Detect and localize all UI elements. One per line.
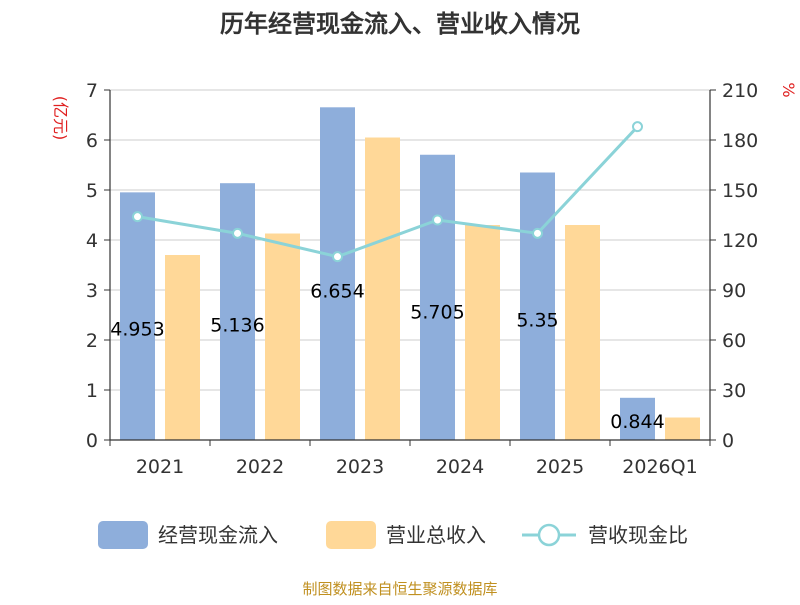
x-axis-tick-label: 2025 — [536, 456, 584, 478]
left-axis-tick-label: 5 — [86, 180, 98, 202]
ratio-point — [232, 227, 243, 239]
legend-swatch-marker — [537, 523, 561, 547]
legend: 经营现金流入 营业总收入 营收现金比 — [98, 521, 688, 549]
chart-title: 历年经营现金流入、营业收入情况 — [220, 10, 580, 38]
bar-data-label: 6.654 — [310, 280, 364, 302]
left-axis-tick-label: 7 — [86, 80, 98, 102]
left-axis-tick-label: 1 — [86, 380, 98, 402]
right-axis-tick-label: 30 — [722, 380, 746, 402]
bar-cash-inflow — [120, 192, 155, 440]
bar-cash-inflow — [420, 154, 455, 440]
x-axis-tick-label: 2026Q1 — [622, 456, 697, 478]
bar-cash-inflow — [220, 183, 255, 440]
line-series — [132, 121, 643, 263]
x-axis-tick-label: 2024 — [436, 456, 484, 478]
legend-label: 营业总收入 — [386, 523, 486, 547]
left-axis-tick-label: 4 — [86, 230, 98, 252]
bar-data-label: 5.35 — [516, 310, 558, 332]
gridlines — [110, 89, 710, 441]
bar-cash-inflow — [520, 172, 555, 440]
right-axis-tick-label: 180 — [722, 130, 758, 152]
left-axis-tick-label: 3 — [86, 280, 98, 302]
left-axis-unit: (亿元) — [51, 96, 70, 141]
legend-swatch-bar — [326, 521, 376, 549]
legend-label: 经营现金流入 — [158, 523, 278, 547]
bar-data-label: 0.844 — [610, 411, 664, 433]
data-labels: 4.953 5.136 6.654 5.705 5.35 0.844 — [110, 280, 664, 433]
ratio-point — [632, 121, 643, 133]
bar-data-label: 4.953 — [110, 319, 164, 341]
bar-revenue — [565, 225, 600, 440]
bar-revenue — [165, 255, 200, 440]
ratio-line — [137, 125, 639, 259]
legend-label: 营收现金比 — [588, 523, 688, 547]
bar-data-label: 5.705 — [410, 302, 464, 324]
x-axis-tick-label: 2022 — [236, 456, 284, 478]
ratio-point — [132, 211, 143, 223]
right-axis-tick-label: 150 — [722, 180, 758, 202]
right-axis-tick-label: 210 — [722, 80, 758, 102]
bar-data-label: 5.136 — [210, 314, 264, 336]
left-axis-tick-label: 0 — [86, 430, 98, 452]
bar-revenue — [665, 417, 700, 440]
bars — [120, 107, 700, 441]
left-axis-tick-label: 2 — [86, 330, 98, 352]
right-axis-tick-label: 0 — [722, 430, 734, 452]
ratio-point — [532, 227, 543, 239]
legend-swatch-bar — [98, 521, 148, 549]
axes: 0 1 2 3 4 5 6 7 0 30 60 90 120 150 180 210 2021 2022 2023 2… — [86, 80, 758, 478]
bar-cash-inflow — [320, 107, 355, 441]
ratio-point — [432, 214, 443, 226]
bar-cash-inflow — [620, 397, 655, 440]
bar-revenue — [465, 225, 500, 440]
data-source-note: 制图数据来自恒生聚源数据库 — [302, 580, 497, 598]
ratio-point — [332, 251, 343, 263]
right-axis-tick-label: 60 — [722, 330, 746, 352]
bar-revenue — [365, 137, 400, 440]
right-axis-unit: % — [779, 82, 798, 97]
x-axis-tick-label: 2023 — [336, 456, 384, 478]
right-axis-tick-label: 90 — [722, 280, 746, 302]
right-axis-tick-label: 120 — [722, 230, 758, 252]
x-axis-tick-label: 2021 — [136, 456, 184, 478]
left-axis-tick-label: 6 — [86, 130, 98, 152]
bar-revenue — [265, 233, 300, 440]
